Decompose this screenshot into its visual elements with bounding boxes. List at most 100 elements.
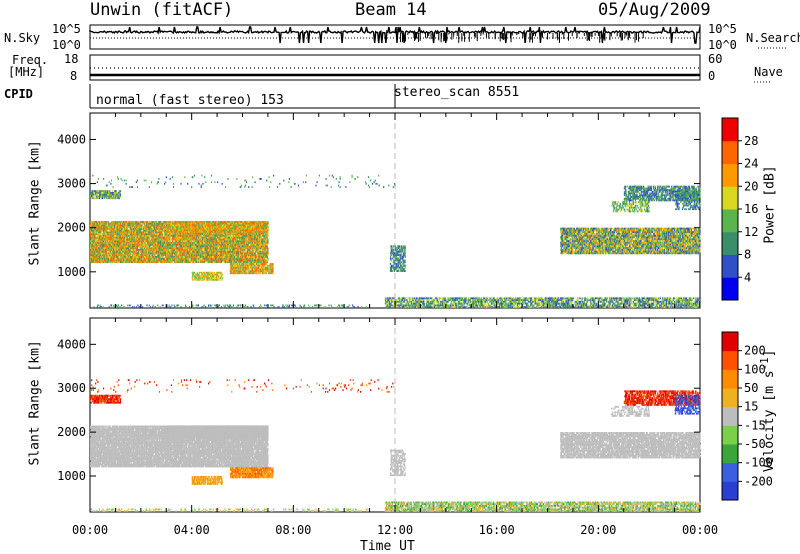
- heatmap-cell: [92, 256, 94, 258]
- heatmap-cell: [99, 257, 101, 260]
- heatmap-cell: [151, 238, 153, 241]
- heatmap-cell: [150, 261, 152, 263]
- heatmap-cell: [126, 247, 128, 250]
- heatmap-cell: [160, 222, 162, 225]
- heatmap-cell: [144, 224, 146, 227]
- heatmap-cell: [154, 249, 156, 251]
- heatmap-cell: [148, 226, 150, 229]
- heatmap-cell: [178, 235, 180, 237]
- heatmap-cell: [117, 226, 119, 229]
- heatmap-cell: [155, 247, 157, 250]
- heatmap-cell: [127, 247, 129, 250]
- heatmap-cell: [206, 254, 209, 257]
- heatmap-cell: [103, 252, 105, 255]
- heatmap-cell: [128, 240, 130, 243]
- heatmap-cell: [126, 254, 128, 257]
- heatmap-cell: [114, 224, 117, 227]
- heatmap-cell: [122, 259, 124, 262]
- heatmap-cell: [127, 233, 129, 236]
- heatmap-cell: [93, 249, 95, 251]
- heatmap-cell: [96, 257, 98, 260]
- heatmap-cell: [141, 226, 143, 229]
- heatmap-cell: [107, 252, 109, 255]
- heatmap-cell: [103, 221, 105, 223]
- heatmap-cell: [122, 236, 124, 239]
- heatmap-cell: [119, 240, 122, 243]
- heatmap-cell: [149, 250, 151, 253]
- heatmap-cell: [173, 245, 175, 248]
- heatmap-cell: [197, 250, 199, 253]
- xaxis-label: Time UT: [360, 540, 415, 553]
- heatmap-cell: [147, 243, 149, 246]
- heatmap-cell: [127, 261, 129, 263]
- heatmap-cell: [127, 257, 129, 260]
- heatmap-cell: [131, 256, 133, 258]
- heatmap-cell: [182, 250, 184, 253]
- heatmap-cell: [152, 229, 154, 232]
- heatmap-cell: [132, 257, 135, 260]
- heatmap-cell: [126, 247, 128, 250]
- heatmap-cell: [104, 254, 106, 257]
- heatmap-cell: [162, 261, 164, 263]
- heatmap-cell: [155, 243, 157, 246]
- heatmap-cell: [118, 231, 120, 234]
- heatmap-cell: [106, 238, 109, 241]
- heatmap-cell: [177, 235, 179, 237]
- heatmap-cell: [95, 238, 97, 241]
- heatmap-cell: [114, 226, 116, 229]
- heatmap-cell: [155, 240, 157, 243]
- heatmap-cell: [92, 261, 94, 263]
- heatmap-cell: [164, 254, 166, 257]
- heatmap-cell: [166, 254, 168, 257]
- heatmap-cell: [139, 238, 141, 241]
- heatmap-cell: [133, 249, 135, 251]
- heatmap-cell: [121, 249, 123, 251]
- heatmap-cell: [109, 231, 111, 234]
- heatmap-cell: [222, 247, 224, 250]
- heatmap-cell: [160, 256, 162, 258]
- heatmap-cell: [113, 256, 115, 258]
- heatmap-cell: [117, 231, 119, 234]
- heatmap-cell: [120, 254, 122, 257]
- heatmap-cell: [99, 259, 101, 262]
- heatmap-cell: [109, 222, 111, 225]
- heatmap-cell: [107, 224, 109, 227]
- heatmap-cell: [138, 261, 140, 263]
- heatmap-cell: [100, 261, 102, 263]
- heatmap-cell: [192, 245, 194, 248]
- heatmap-cell: [167, 249, 170, 251]
- heatmap-cell: [99, 256, 101, 258]
- heatmap-cell: [131, 243, 133, 246]
- heatmap-cell: [90, 250, 92, 253]
- heatmap-cell: [102, 226, 104, 229]
- heatmap-cell: [122, 240, 124, 243]
- heatmap-cell: [160, 229, 162, 232]
- heatmap-cell: [105, 224, 107, 227]
- heatmap-cell: [91, 228, 93, 230]
- heatmap-cell: [145, 233, 148, 236]
- heatmap-cell: [99, 257, 101, 260]
- heatmap-cell: [165, 261, 167, 263]
- heatmap-cell: [147, 245, 149, 248]
- heatmap-cell: [134, 233, 136, 236]
- heatmap-cell: [123, 228, 125, 230]
- heatmap-cell: [135, 254, 137, 257]
- heatmap-cell: [96, 233, 98, 236]
- heatmap-cell: [169, 247, 171, 250]
- heatmap-cell: [140, 256, 142, 258]
- heatmap-cell: [122, 221, 124, 223]
- heatmap-cell: [99, 233, 101, 236]
- heatmap-cell: [113, 261, 115, 263]
- heatmap-cell: [127, 242, 129, 244]
- heatmap-cell: [123, 233, 125, 236]
- heatmap-cell: [94, 238, 96, 241]
- heatmap-cell: [213, 243, 215, 246]
- heatmap-cell: [126, 238, 128, 241]
- heatmap-cell: [147, 254, 149, 257]
- heatmap-cell: [117, 247, 119, 250]
- heatmap-cell: [101, 228, 103, 230]
- heatmap-cell: [103, 243, 105, 246]
- heatmap-cell: [132, 247, 135, 250]
- heatmap-cell: [97, 235, 100, 237]
- heatmap-cell: [164, 242, 166, 244]
